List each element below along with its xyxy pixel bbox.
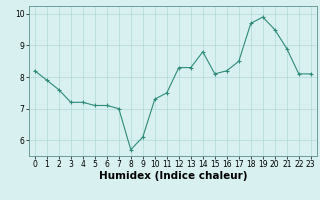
X-axis label: Humidex (Indice chaleur): Humidex (Indice chaleur) [99, 171, 247, 181]
